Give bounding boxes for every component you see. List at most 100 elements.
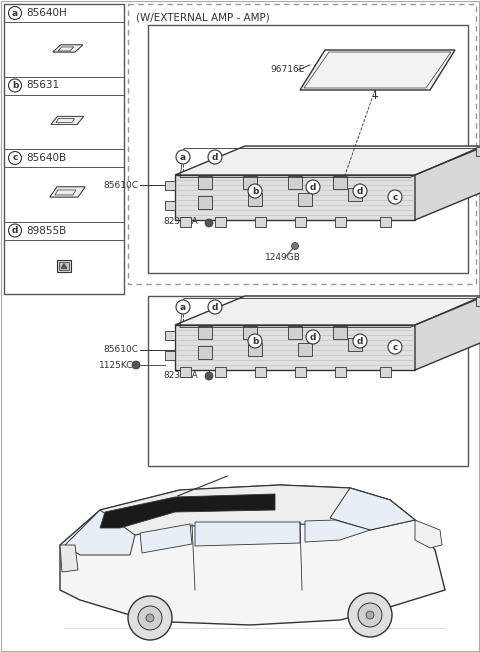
Bar (180, 217, 191, 227)
Text: d: d (310, 333, 316, 342)
Bar (298, 193, 312, 206)
Polygon shape (415, 520, 442, 548)
Text: b: b (252, 186, 258, 196)
Bar (476, 297, 480, 306)
Polygon shape (195, 522, 300, 546)
Bar (288, 176, 302, 189)
Text: 85640B: 85640B (26, 153, 66, 163)
Polygon shape (140, 524, 192, 553)
Text: 1249GB: 1249GB (265, 254, 301, 263)
Bar (215, 217, 226, 227)
Polygon shape (300, 50, 455, 90)
Text: 1125KC: 1125KC (98, 361, 133, 370)
Circle shape (9, 224, 22, 237)
Text: 82315A: 82315A (163, 370, 198, 379)
Bar (298, 343, 312, 356)
Text: d: d (12, 226, 18, 235)
Bar (165, 351, 175, 360)
Polygon shape (175, 146, 480, 175)
Circle shape (208, 150, 222, 164)
Bar (59, 263, 69, 271)
Circle shape (291, 243, 299, 250)
Text: a: a (180, 153, 186, 162)
Bar (148, 296, 468, 466)
Text: 85610C: 85610C (103, 181, 138, 190)
Polygon shape (65, 510, 135, 555)
Polygon shape (175, 175, 415, 220)
Polygon shape (415, 296, 480, 370)
Polygon shape (100, 494, 275, 528)
Text: 85640H: 85640H (26, 8, 67, 18)
Circle shape (128, 596, 172, 640)
Text: 96716E: 96716E (270, 65, 304, 74)
Circle shape (138, 606, 162, 630)
Text: 89855B: 89855B (26, 226, 66, 235)
Text: 85610C: 85610C (103, 346, 138, 355)
Bar (380, 217, 391, 227)
Bar (348, 338, 362, 351)
Bar (243, 326, 257, 339)
Polygon shape (175, 325, 415, 370)
Bar (348, 188, 362, 201)
Circle shape (353, 334, 367, 348)
Text: d: d (357, 336, 363, 346)
Bar (295, 217, 306, 227)
Bar (335, 367, 346, 377)
Circle shape (9, 79, 22, 92)
Polygon shape (51, 117, 84, 125)
Bar (255, 367, 266, 377)
Bar (165, 331, 175, 340)
Text: (W/EXTERNAL AMP - AMP): (W/EXTERNAL AMP - AMP) (136, 12, 270, 22)
Circle shape (9, 7, 22, 20)
Circle shape (248, 334, 262, 348)
Text: d: d (212, 303, 218, 312)
Text: b: b (252, 336, 258, 346)
Circle shape (205, 372, 213, 380)
Bar (248, 193, 262, 206)
Polygon shape (60, 545, 78, 572)
Polygon shape (53, 45, 83, 52)
Text: d: d (310, 183, 316, 192)
Circle shape (306, 180, 320, 194)
Polygon shape (415, 146, 480, 220)
Bar (198, 176, 212, 189)
Circle shape (388, 340, 402, 354)
Text: d: d (212, 153, 218, 162)
Circle shape (366, 611, 374, 619)
Text: b: b (12, 81, 18, 90)
Circle shape (205, 219, 213, 227)
Circle shape (358, 603, 382, 627)
Bar (198, 346, 212, 359)
Bar (128, 4, 476, 284)
Polygon shape (50, 187, 85, 197)
Text: d: d (357, 186, 363, 196)
Polygon shape (100, 485, 415, 545)
Bar (333, 176, 347, 189)
Bar (248, 343, 262, 356)
Bar (288, 326, 302, 339)
Text: a: a (180, 303, 186, 312)
Polygon shape (61, 263, 67, 269)
Circle shape (388, 190, 402, 204)
Polygon shape (60, 485, 445, 625)
Text: 82315A: 82315A (163, 218, 198, 226)
Polygon shape (53, 45, 83, 52)
Circle shape (208, 300, 222, 314)
Bar (335, 217, 346, 227)
Circle shape (176, 150, 190, 164)
Polygon shape (175, 296, 480, 325)
Text: c: c (12, 153, 18, 162)
Bar (295, 367, 306, 377)
Bar (148, 25, 468, 273)
Bar (255, 217, 266, 227)
Bar (198, 196, 212, 209)
Bar (215, 367, 226, 377)
Circle shape (146, 614, 154, 622)
Bar (380, 367, 391, 377)
Circle shape (348, 593, 392, 637)
Bar (57, 260, 71, 273)
Circle shape (132, 361, 140, 369)
Polygon shape (50, 187, 85, 197)
Polygon shape (51, 117, 84, 125)
Bar (476, 147, 480, 156)
